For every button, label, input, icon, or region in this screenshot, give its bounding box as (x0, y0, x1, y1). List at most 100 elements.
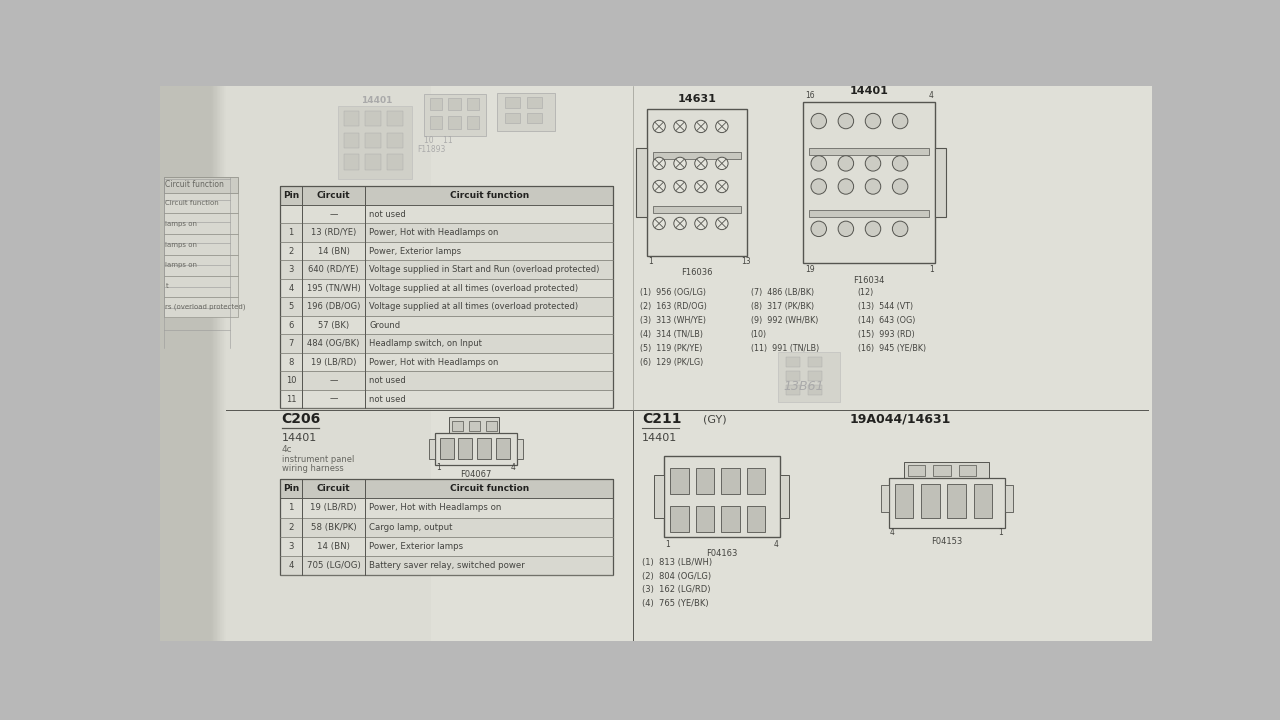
Bar (164, 213, 238, 234)
Bar (280, 479, 613, 575)
Circle shape (865, 221, 881, 237)
Text: 196 (DB/OG): 196 (DB/OG) (307, 302, 360, 311)
Bar (440, 438, 453, 459)
Text: (12): (12) (858, 288, 874, 297)
Text: (14)  643 (OG): (14) 643 (OG) (858, 316, 915, 325)
Text: Power, Exterior lamps: Power, Exterior lamps (369, 247, 461, 256)
Text: F16034: F16034 (854, 276, 884, 285)
Text: Circuit: Circuit (316, 485, 351, 493)
Circle shape (653, 180, 666, 193)
Bar (280, 297, 613, 316)
Bar (280, 186, 613, 408)
Text: (1)  813 (LB/WH): (1) 813 (LB/WH) (643, 558, 712, 567)
Text: 484 (OG/BK): 484 (OG/BK) (307, 339, 360, 348)
Text: (4)  765 (YE/BK): (4) 765 (YE/BK) (643, 599, 709, 608)
Text: 13: 13 (741, 258, 751, 266)
Text: 4: 4 (774, 540, 778, 549)
Text: Pin: Pin (283, 192, 300, 200)
Bar (695, 467, 714, 494)
Bar (904, 462, 989, 479)
Bar (786, 385, 800, 395)
Text: —: — (329, 376, 338, 385)
Bar (664, 456, 780, 537)
Text: rs (overload protected): rs (overload protected) (165, 304, 246, 310)
Text: F04067: F04067 (460, 470, 492, 479)
Text: 4: 4 (511, 463, 515, 472)
Text: (GY): (GY) (703, 414, 726, 424)
Text: 7: 7 (288, 339, 293, 348)
Text: (2)  163 (RD/OG): (2) 163 (RD/OG) (640, 302, 708, 311)
Circle shape (812, 113, 827, 129)
Bar (343, 111, 360, 127)
Text: 4c: 4c (282, 446, 292, 454)
Bar (908, 465, 925, 476)
Text: 1: 1 (666, 540, 669, 549)
Text: 19: 19 (805, 265, 814, 274)
Bar (280, 479, 613, 498)
Text: lamps on: lamps on (165, 221, 197, 227)
Text: Circuit function: Circuit function (165, 181, 224, 189)
Text: (15)  993 (RD): (15) 993 (RD) (858, 330, 914, 339)
Bar (959, 465, 977, 476)
Text: C206: C206 (282, 412, 321, 426)
Text: 57 (BK): 57 (BK) (317, 320, 349, 330)
Bar (280, 498, 613, 518)
Bar (365, 154, 381, 169)
Circle shape (716, 157, 728, 169)
Bar (338, 106, 412, 179)
Bar (746, 467, 765, 494)
Text: 705 (LG/OG): 705 (LG/OG) (307, 561, 361, 570)
Bar (947, 484, 966, 518)
Text: 14 (BN): 14 (BN) (317, 247, 349, 256)
Bar (458, 438, 472, 459)
Text: not used: not used (369, 395, 406, 403)
Bar (786, 372, 800, 382)
Text: C211: C211 (643, 412, 681, 426)
Text: not used: not used (369, 376, 406, 385)
Bar (448, 117, 461, 129)
Text: Cargo lamp, output: Cargo lamp, output (369, 523, 453, 532)
Circle shape (673, 157, 686, 169)
Bar (504, 112, 521, 123)
Text: 4: 4 (288, 561, 293, 570)
Text: 14401: 14401 (850, 86, 888, 96)
Bar (280, 242, 613, 261)
Bar (280, 223, 613, 242)
Text: Power, Exterior lamps: Power, Exterior lamps (369, 542, 463, 551)
Text: (5)  119 (PK/YE): (5) 119 (PK/YE) (640, 343, 703, 353)
Circle shape (716, 180, 728, 193)
Text: 4: 4 (890, 528, 895, 536)
Text: Power, Hot with Headlamps on: Power, Hot with Headlamps on (369, 228, 499, 237)
Bar (280, 334, 613, 353)
Bar (721, 506, 740, 532)
Bar (430, 98, 442, 110)
Circle shape (838, 113, 854, 129)
Text: 3: 3 (288, 265, 293, 274)
Bar (280, 372, 613, 390)
Text: Ground: Ground (369, 320, 401, 330)
Bar (430, 117, 442, 129)
Bar (526, 97, 541, 108)
Text: 1: 1 (436, 463, 442, 472)
Text: lamps on: lamps on (165, 242, 197, 248)
Bar (517, 439, 522, 459)
Bar (365, 111, 381, 127)
Bar (452, 420, 463, 431)
Text: F11893: F11893 (417, 145, 445, 154)
Bar (636, 148, 646, 217)
Text: 8: 8 (288, 358, 293, 366)
Text: Voltage supplied in Start and Run (overload protected): Voltage supplied in Start and Run (overl… (369, 265, 599, 274)
Bar (669, 506, 689, 532)
Text: (2)  804 (OG/LG): (2) 804 (OG/LG) (643, 572, 712, 580)
Bar (653, 152, 741, 159)
Bar (164, 255, 238, 276)
Circle shape (838, 179, 854, 194)
Text: —: — (329, 210, 338, 219)
Text: not used: not used (369, 210, 406, 219)
Bar (974, 484, 992, 518)
Text: Voltage supplied at all times (overload protected): Voltage supplied at all times (overload … (369, 302, 579, 311)
Text: F04153: F04153 (931, 537, 963, 546)
Bar (695, 506, 714, 532)
Text: (3)  162 (LG/RD): (3) 162 (LG/RD) (643, 585, 710, 595)
Circle shape (716, 217, 728, 230)
